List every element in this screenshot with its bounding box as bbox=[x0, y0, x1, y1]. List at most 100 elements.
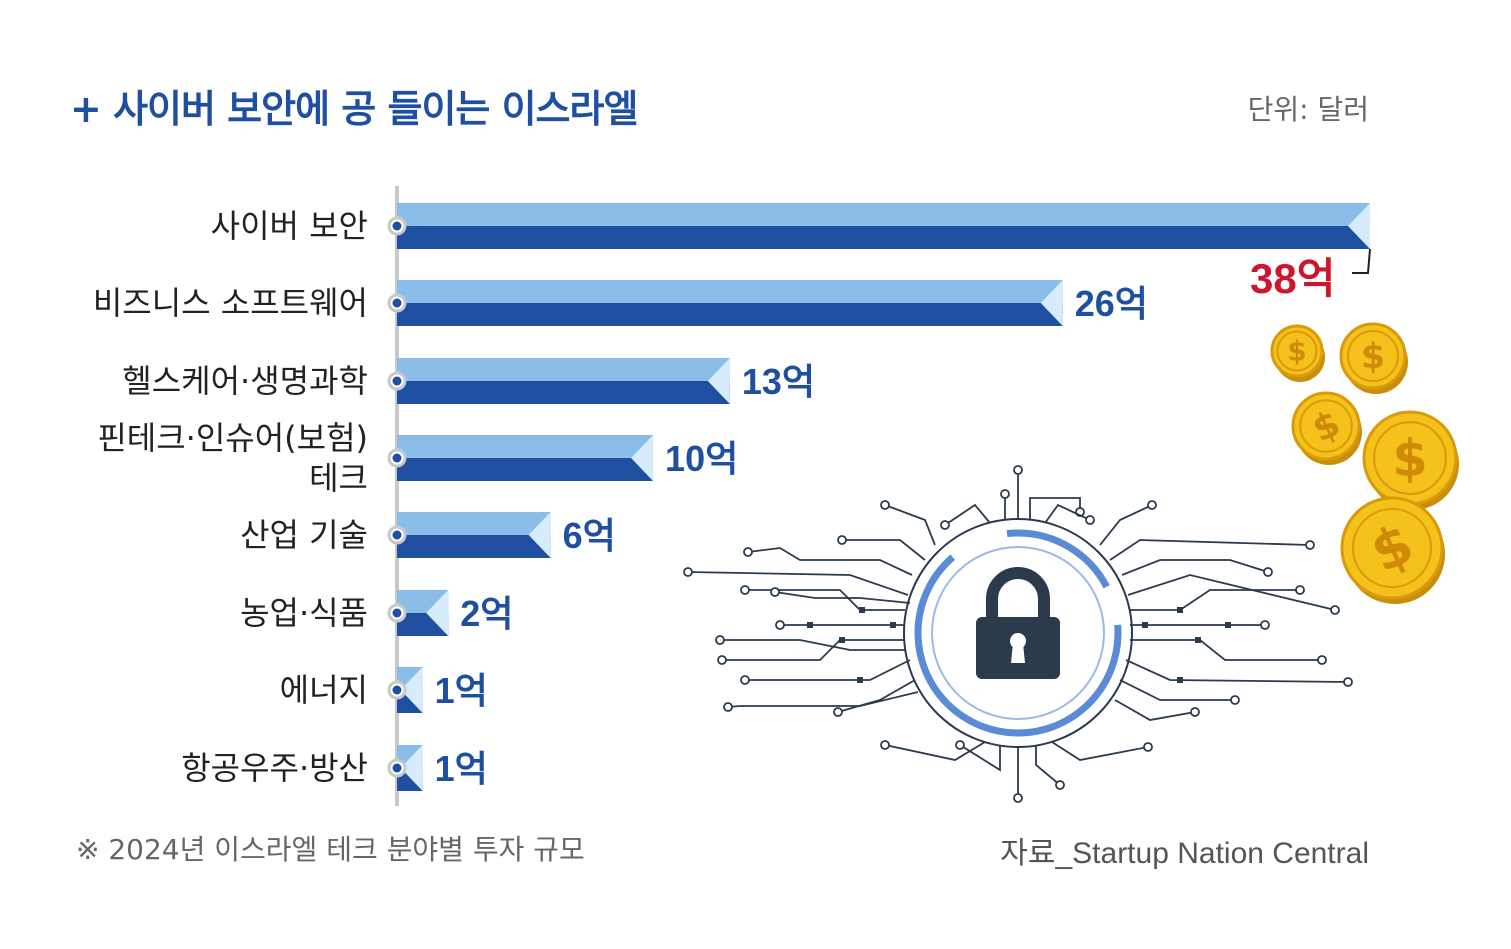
dollar-coin-icon: $ bbox=[1362, 410, 1459, 510]
circuit-node bbox=[833, 707, 843, 717]
category-label: 비즈니스 소프트웨어 bbox=[93, 284, 368, 322]
dollar-sign: $ bbox=[1287, 335, 1306, 368]
bar-group: 핀테크·인슈어(보험)테크 10억 bbox=[97, 419, 738, 497]
category-label: 산업 기술 bbox=[240, 516, 368, 554]
circuit-node bbox=[880, 740, 890, 750]
circuit-trace bbox=[687, 571, 909, 596]
circuit-node bbox=[1143, 742, 1153, 752]
circuit-node bbox=[1263, 567, 1273, 577]
axis-dot bbox=[392, 530, 402, 540]
bar bbox=[397, 303, 1063, 326]
axis-dot bbox=[392, 221, 402, 231]
coin-face bbox=[1291, 391, 1361, 461]
circuit-node bbox=[715, 635, 725, 645]
circuit-node bbox=[1330, 605, 1340, 615]
axis-dot bbox=[392, 763, 402, 773]
circuit-trace bbox=[774, 591, 911, 604]
chart-title: + 사이버 보안에 공 들이는 이스라엘 bbox=[70, 87, 638, 131]
bar-tip bbox=[1040, 280, 1063, 326]
axis-dot bbox=[392, 298, 402, 308]
bar-tip bbox=[631, 435, 654, 481]
source-label: 자료_Startup Nation Central bbox=[1000, 837, 1369, 870]
circuit-trace bbox=[1051, 741, 1149, 761]
circuit-node bbox=[940, 520, 950, 530]
coin-face bbox=[1339, 322, 1407, 390]
circuit-node bbox=[1343, 677, 1353, 687]
circuit-node bbox=[1190, 707, 1200, 717]
circuit-trace bbox=[1130, 639, 1322, 661]
circuit-node bbox=[1260, 620, 1270, 630]
category-label: 헬스케어·생명과학 bbox=[122, 362, 368, 400]
circuit-node bbox=[837, 535, 847, 545]
dollar-sign: $ bbox=[1361, 337, 1385, 377]
dollar-coins-icon: $ $ $ $ $ bbox=[1270, 322, 1459, 604]
circuit-trace bbox=[944, 503, 991, 526]
circuit-trace bbox=[745, 659, 911, 681]
bar-tip bbox=[707, 358, 730, 404]
circuit-node bbox=[1147, 500, 1157, 510]
circuit-node bbox=[775, 620, 785, 630]
value-label: 13억 bbox=[742, 361, 815, 402]
coin-ring bbox=[1347, 330, 1399, 382]
axis-dot bbox=[392, 453, 402, 463]
bar-tip bbox=[1348, 203, 1370, 249]
bar-group: 에너지 1억 bbox=[280, 667, 488, 713]
bar-group: 헬스케어·생명과학 13억 bbox=[122, 358, 815, 404]
circuit-pad bbox=[859, 607, 865, 613]
circuit-pad bbox=[1225, 622, 1231, 628]
circuit-node bbox=[1295, 585, 1305, 595]
circuit-trace bbox=[727, 691, 919, 708]
circuit-pad bbox=[1177, 607, 1183, 613]
circuit-trace bbox=[747, 547, 913, 576]
circuit-pad bbox=[839, 637, 845, 643]
category-label: 핀테크·인슈어(보험) bbox=[97, 419, 368, 457]
circuit-pad bbox=[857, 677, 863, 683]
bar bbox=[397, 381, 730, 404]
axis-dot bbox=[392, 376, 402, 386]
category-label: 테크 bbox=[309, 459, 368, 497]
coin-face bbox=[1270, 324, 1324, 378]
circuit-trace bbox=[745, 589, 905, 611]
circuit-node bbox=[1230, 695, 1240, 705]
bar-top bbox=[397, 358, 730, 381]
value-label: 6억 bbox=[563, 515, 616, 556]
circuit-trace bbox=[959, 744, 1001, 772]
footnote: ※ 2024년 이스라엘 테크 분야별 투자 규모 bbox=[76, 833, 585, 866]
bar-top bbox=[397, 512, 551, 535]
circuit-trace bbox=[1114, 699, 1196, 721]
value-label: 38억 bbox=[1250, 255, 1335, 302]
dollar-coin-icon: $ bbox=[1340, 496, 1445, 604]
value-label: 10억 bbox=[665, 438, 738, 479]
circuit-pad bbox=[890, 622, 896, 628]
circuit-pad bbox=[1142, 622, 1148, 628]
circuit-node bbox=[1317, 655, 1327, 665]
dollar-coin-icon: $ bbox=[1339, 322, 1408, 394]
bar-group: 사이버 보안 38억 bbox=[211, 203, 1371, 302]
bar bbox=[397, 226, 1370, 249]
lock-ring-inner bbox=[931, 546, 1105, 720]
category-label: 사이버 보안 bbox=[211, 207, 368, 245]
circuit-trace bbox=[884, 504, 936, 546]
unit-label: 단위: 달러 bbox=[1247, 93, 1369, 126]
circuit-pad bbox=[1195, 637, 1201, 643]
circuit-trace bbox=[1109, 539, 1311, 561]
bar-top bbox=[397, 203, 1370, 226]
bar-group: 비즈니스 소프트웨어 26억 bbox=[93, 280, 1148, 326]
circuit-node bbox=[1000, 489, 1010, 499]
bar bbox=[397, 458, 654, 481]
category-label: 농업·식품 bbox=[240, 594, 368, 632]
category-label: 에너지 bbox=[280, 671, 368, 709]
leader-line bbox=[1352, 248, 1371, 274]
lock-shackle bbox=[986, 567, 1050, 619]
value-label: 1억 bbox=[435, 670, 488, 711]
bar-tip bbox=[528, 512, 551, 558]
coin-ring bbox=[1299, 399, 1353, 453]
circuit-node bbox=[740, 585, 750, 595]
bar-group: 항공우주·방산 1억 bbox=[181, 745, 488, 791]
axis-dot bbox=[392, 685, 402, 695]
circuit-trace bbox=[1127, 574, 1336, 611]
value-label: 2억 bbox=[460, 593, 513, 634]
value-label: 1억 bbox=[435, 748, 488, 789]
circuit-node bbox=[770, 587, 780, 597]
